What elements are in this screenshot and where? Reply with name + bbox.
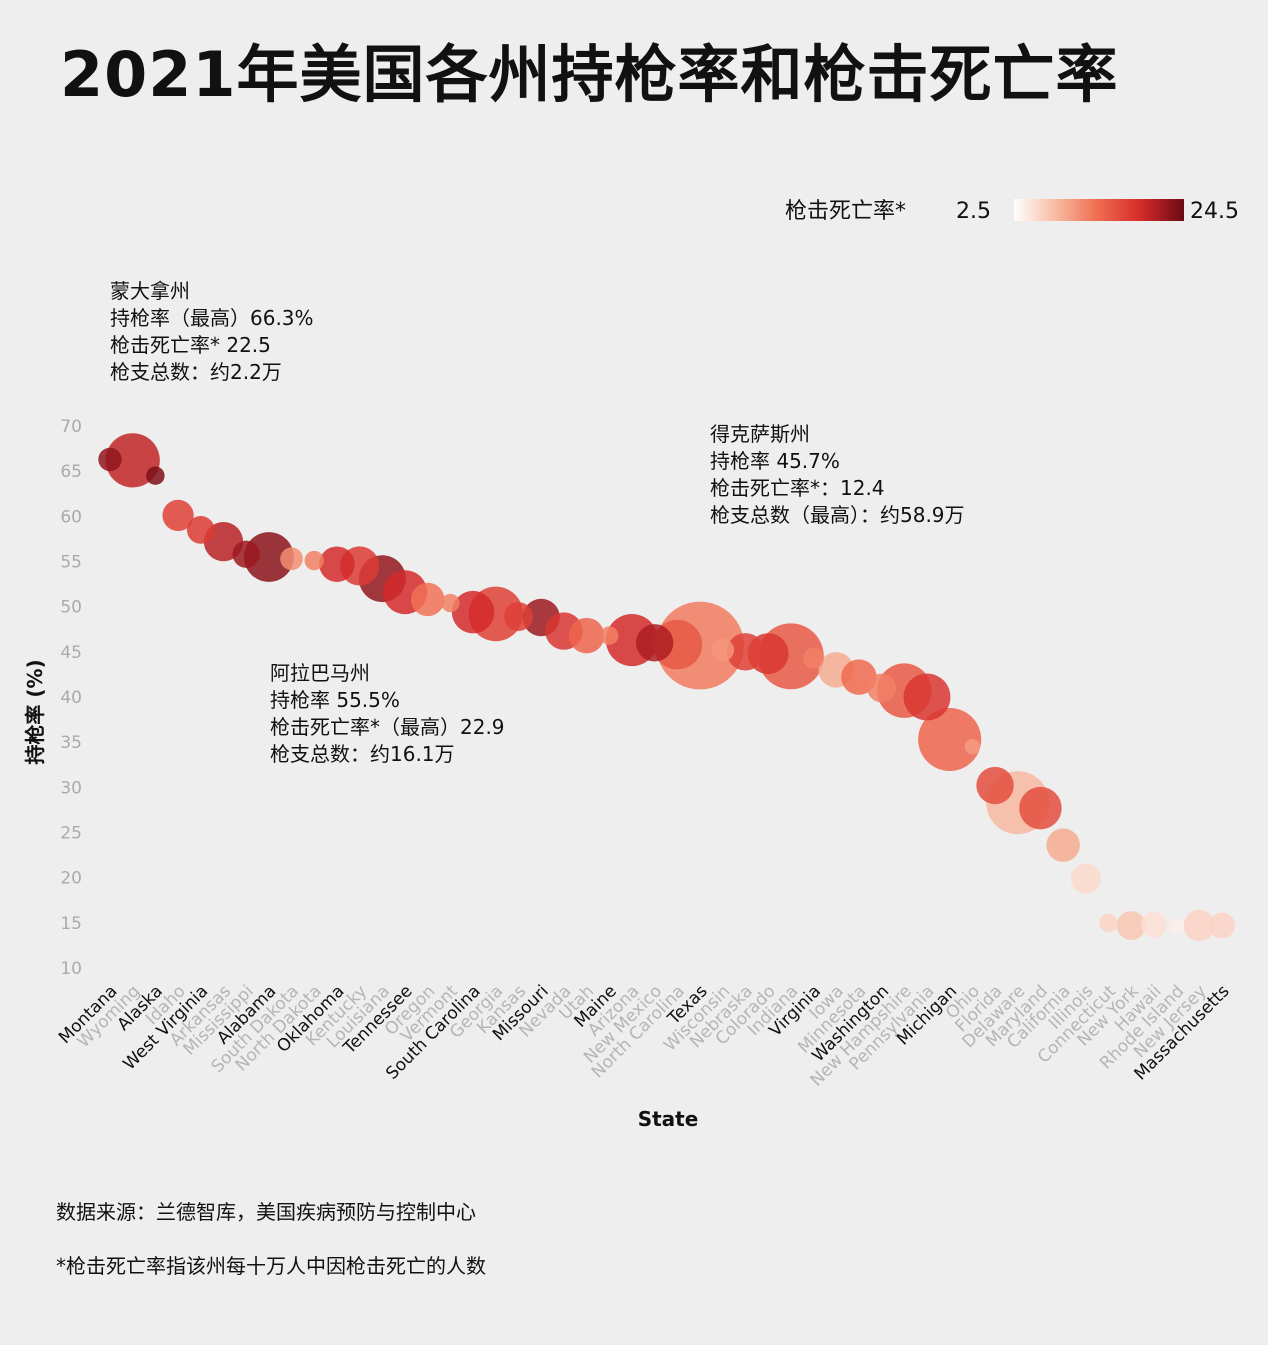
annotation-montana-line: 枪支总数：约2.2万 bbox=[110, 360, 282, 384]
y-axis-ticks: 10 15 20 25 30 35 40 45 50 55 60 65 70 bbox=[60, 417, 82, 979]
y-tick-label: 65 bbox=[60, 462, 82, 482]
bubble bbox=[410, 582, 445, 617]
legend-min-label: 2.5 bbox=[956, 199, 991, 224]
y-tick-label: 25 bbox=[60, 824, 82, 844]
annotation-texas-line: 枪击死亡率*：12.4 bbox=[710, 476, 885, 500]
bubble bbox=[146, 466, 165, 485]
bubble bbox=[1019, 786, 1062, 830]
bubble bbox=[1183, 909, 1215, 942]
bubble bbox=[1140, 911, 1167, 938]
bubble bbox=[918, 707, 982, 771]
legend-gradient-bar bbox=[1014, 199, 1184, 221]
bubble bbox=[105, 433, 160, 488]
annotation-alabama-line: 持枪率 55.5% bbox=[270, 688, 400, 712]
y-tick-label: 15 bbox=[60, 914, 82, 934]
bubble bbox=[568, 617, 605, 654]
annotation-montana-line: 蒙大拿州 bbox=[110, 279, 190, 303]
bubble bbox=[232, 540, 260, 568]
annotation-texas-line: 持枪率 45.7% bbox=[710, 449, 840, 473]
bubble bbox=[304, 550, 324, 571]
bubble bbox=[243, 532, 294, 582]
bubble bbox=[600, 626, 619, 645]
bubble bbox=[98, 447, 122, 472]
bubble bbox=[867, 673, 896, 703]
bubble bbox=[451, 590, 495, 634]
y-axis-label: 持枪率 (%) bbox=[23, 659, 47, 764]
bubble bbox=[319, 546, 355, 582]
x-axis-label: State bbox=[638, 1107, 699, 1131]
bubble bbox=[280, 547, 303, 571]
bubble bbox=[635, 624, 674, 662]
annotation-alabama: 阿拉巴马州 持枪率 55.5% 枪击死亡率*（最高）22.9 枪支总数：约16.… bbox=[270, 660, 505, 768]
y-tick-label: 10 bbox=[60, 959, 82, 979]
y-tick-label: 70 bbox=[60, 417, 82, 437]
annotation-texas-line: 枪支总数（最高）：约58.9万 bbox=[710, 503, 965, 527]
y-tick-label: 60 bbox=[60, 507, 82, 527]
footnote: *枪击死亡率指该州每十万人中因枪击死亡的人数 bbox=[56, 1254, 486, 1278]
annotation-texas-line: 得克萨斯州 bbox=[710, 422, 810, 446]
annotation-alabama-line: 枪支总数：约16.1万 bbox=[270, 742, 455, 766]
bubble bbox=[504, 602, 533, 632]
chart-title: 2021年美国各州持枪率和枪击死亡率 bbox=[60, 38, 1119, 111]
bubble bbox=[162, 499, 194, 532]
bubble bbox=[441, 593, 460, 613]
bubble bbox=[1070, 863, 1101, 894]
y-tick-label: 45 bbox=[60, 643, 82, 663]
bubble bbox=[964, 739, 981, 755]
data-source: 数据来源：兰德智库，美国疾病预防与控制中心 bbox=[56, 1200, 476, 1224]
bubble bbox=[976, 766, 1014, 805]
bubble bbox=[1168, 917, 1185, 934]
annotation-texas: 得克萨斯州 持枪率 45.7% 枪击死亡率*：12.4 枪支总数（最高）：约58… bbox=[710, 421, 965, 529]
bubble bbox=[903, 673, 951, 721]
bubble bbox=[1208, 912, 1236, 939]
y-tick-label: 50 bbox=[60, 598, 82, 618]
legend-label: 枪击死亡率* bbox=[785, 199, 906, 224]
legend-max-label: 24.5 bbox=[1190, 199, 1239, 224]
y-tick-label: 35 bbox=[60, 733, 82, 753]
y-tick-label: 40 bbox=[60, 688, 82, 708]
annotation-montana: 蒙大拿州 持枪率（最高）66.3% 枪击死亡率* 22.5 枪支总数：约2.2万 bbox=[110, 278, 314, 386]
y-tick-label: 30 bbox=[60, 778, 82, 798]
bubbles bbox=[98, 433, 1236, 942]
bubble bbox=[1046, 828, 1080, 862]
bubble bbox=[726, 633, 765, 671]
annotation-montana-line: 持枪率（最高）66.3% bbox=[110, 306, 314, 330]
annotation-alabama-line: 阿拉巴马州 bbox=[270, 661, 370, 685]
bubble bbox=[803, 647, 824, 669]
bubble bbox=[186, 516, 215, 544]
y-tick-label: 55 bbox=[60, 553, 82, 573]
bubble bbox=[711, 638, 735, 662]
bubble bbox=[1116, 911, 1146, 940]
bubble bbox=[1099, 913, 1118, 933]
annotation-alabama-line: 枪击死亡率*（最高）22.9 bbox=[270, 715, 505, 739]
annotation-montana-line: 枪击死亡率* 22.5 bbox=[110, 333, 271, 357]
y-tick-label: 20 bbox=[60, 869, 82, 889]
